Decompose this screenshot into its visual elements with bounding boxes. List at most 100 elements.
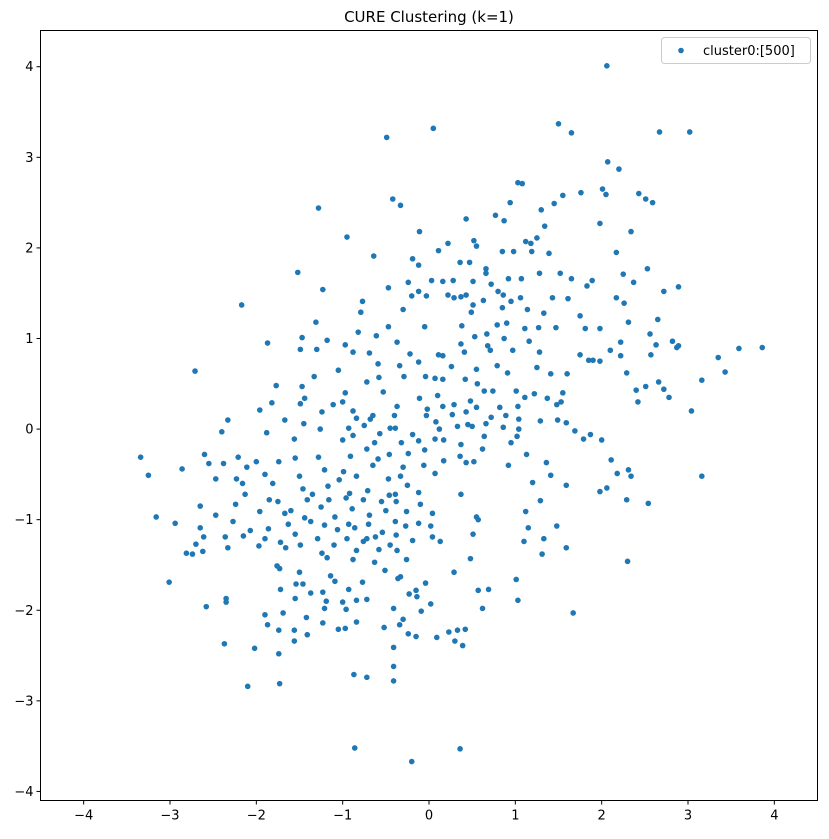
data-point [397,473,404,479]
data-point [256,543,262,549]
data-point [315,205,322,211]
data-point [504,370,511,376]
y-tick-label: 3 [25,151,33,166]
data-point [563,482,570,489]
data-point [759,344,766,351]
data-point [342,390,349,396]
data-point [364,379,370,385]
data-point [361,422,368,429]
data-point [547,371,554,377]
x-tick-label: −3 [160,809,179,824]
data-point [390,678,397,684]
data-point [417,501,424,508]
data-point [407,351,413,357]
data-point [599,186,606,192]
data-point [434,392,441,399]
data-point [325,483,331,489]
data-point [675,284,682,290]
data-point [617,339,624,345]
y-tick-label: −3 [14,694,33,709]
data-point [408,293,415,299]
data-point [673,344,680,351]
data-point [392,425,399,431]
data-point [370,253,377,259]
y-axis: −4 −3 −2 −1 0 1 2 3 4 [14,60,41,800]
data-point [339,399,346,405]
data-point [183,550,190,556]
data-point [262,611,268,618]
data-point [421,447,428,453]
x-tick-label: 2 [598,809,606,824]
data-point [299,383,305,390]
data-point [529,479,536,486]
data-point [479,446,486,452]
legend-label-cluster0: cluster0:[500] [703,44,795,59]
data-point [244,464,250,470]
data-point [351,525,358,531]
data-point [385,323,392,330]
data-point [515,403,521,410]
data-point [334,526,341,533]
data-point [597,488,603,495]
data-point [459,323,465,329]
data-point [458,341,464,347]
data-point [568,275,575,282]
data-point [413,587,419,594]
data-point [320,286,326,293]
data-point [400,464,406,470]
data-point [409,255,416,262]
data-point [242,491,248,498]
data-point [414,593,420,600]
data-point [405,450,412,457]
data-point [392,491,399,498]
data-point [435,352,442,358]
data-point [597,325,603,332]
data-point [470,278,476,285]
data-point [404,482,411,489]
data-point [577,313,583,319]
data-point [402,523,409,529]
data-point [297,346,304,353]
data-point [617,352,624,359]
data-point [501,217,507,224]
data-point [688,408,695,414]
data-point [424,406,431,412]
data-point [330,401,336,408]
data-point [428,277,435,284]
data-point [604,159,611,165]
data-point [344,535,350,542]
data-point [383,134,390,141]
data-point [288,507,294,514]
data-point [415,438,422,444]
data-point [647,331,653,337]
data-point [319,409,325,415]
data-point [394,547,400,554]
data-point [415,288,422,295]
data-point [292,595,298,602]
data-point [480,297,487,304]
data-point [578,189,584,196]
data-point [470,302,476,308]
data-point [394,403,400,410]
data-point [538,207,545,213]
data-point [239,480,246,487]
data-point [200,534,207,540]
x-tick-label: −1 [333,809,352,824]
data-point [391,412,398,419]
data-point [454,423,461,430]
data-point [394,339,400,345]
data-point [269,480,276,487]
data-point [389,196,396,202]
data-point [524,306,531,313]
data-point [396,621,403,628]
data-point [448,363,455,370]
data-point [633,387,639,393]
data-point [458,441,464,448]
data-point [221,640,228,647]
data-point [422,373,429,380]
data-point [383,507,389,514]
data-point [597,220,603,227]
data-point [350,432,356,439]
data-point [172,520,178,527]
